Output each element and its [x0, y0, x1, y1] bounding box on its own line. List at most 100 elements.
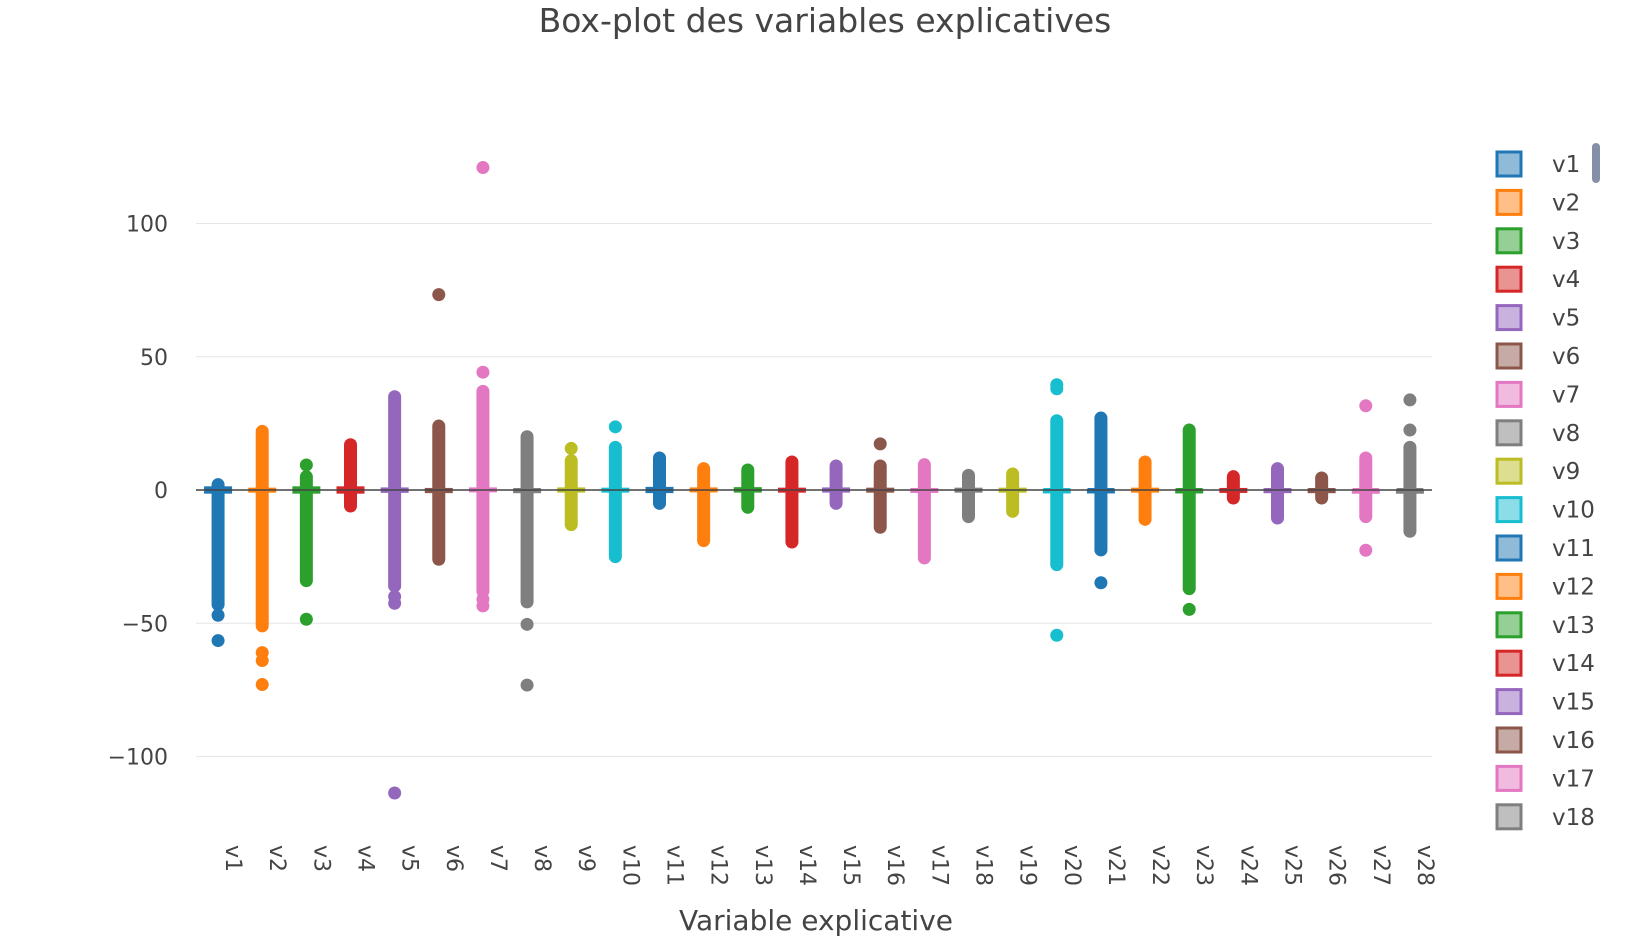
box-trace-v9[interactable]	[557, 441, 586, 532]
outlier-point[interactable]	[1050, 378, 1064, 392]
x-tick-label: v2	[264, 845, 289, 872]
box-trace-v10[interactable]	[601, 420, 630, 564]
legend-label: v10	[1552, 498, 1595, 524]
x-tick-label: v17	[926, 845, 951, 886]
box-trace-v28[interactable]	[1395, 393, 1424, 538]
outlier-point[interactable]	[388, 786, 402, 800]
box-trace-v13[interactable]	[733, 463, 762, 514]
outlier-point[interactable]	[476, 161, 490, 175]
box-trace-v20[interactable]	[1042, 378, 1071, 642]
legend-swatch	[1495, 496, 1523, 524]
outlier-point[interactable]	[1403, 393, 1417, 407]
box-trace-v21[interactable]	[1086, 411, 1115, 590]
box-trace-v24[interactable]	[1219, 470, 1248, 505]
legend-item-v9[interactable]: v9	[1495, 457, 1580, 485]
box-trace-v2[interactable]	[248, 424, 277, 692]
outlier-point[interactable]	[873, 437, 887, 451]
box-trace-v12[interactable]	[689, 462, 718, 548]
outlier-point[interactable]	[299, 458, 313, 472]
outlier-point[interactable]	[608, 420, 622, 434]
outlier-point[interactable]	[1359, 399, 1373, 413]
box-trace-v27[interactable]	[1351, 399, 1380, 557]
legend-swatch	[1495, 150, 1523, 178]
legend-item-v5[interactable]: v5	[1495, 304, 1580, 332]
legend-item-v11[interactable]: v11	[1495, 534, 1595, 562]
outlier-point[interactable]	[432, 288, 446, 302]
x-tick-label: v19	[1015, 845, 1040, 886]
outlier-point[interactable]	[476, 365, 490, 379]
box-trace-v26[interactable]	[1307, 471, 1336, 505]
box-trace-v23[interactable]	[1175, 423, 1204, 616]
outlier-point[interactable]	[211, 608, 225, 622]
x-tick-label: v4	[353, 845, 378, 872]
legend-item-v3[interactable]: v3	[1495, 227, 1580, 255]
legend-item-v1[interactable]: v1	[1495, 150, 1580, 178]
outlier-point[interactable]	[476, 599, 490, 613]
x-tick-label: v7	[485, 845, 510, 872]
x-tick-label: v27	[1368, 845, 1393, 886]
x-tick-label: v5	[397, 845, 422, 872]
box-trace-v16[interactable]	[866, 437, 895, 534]
x-tick-label: v1	[220, 845, 245, 872]
legend-label: v3	[1552, 229, 1580, 255]
legend-label: v6	[1552, 344, 1580, 370]
legend-scrollbar[interactable]	[1592, 143, 1600, 183]
outlier-point[interactable]	[1094, 576, 1108, 590]
box-trace-v4[interactable]	[336, 438, 365, 513]
legend-item-v4[interactable]: v4	[1495, 265, 1580, 293]
legend-label: v4	[1552, 267, 1580, 293]
outlier-point[interactable]	[255, 678, 269, 692]
legend-item-v16[interactable]: v16	[1495, 726, 1595, 754]
box-trace-v3[interactable]	[292, 458, 321, 626]
outlier-point[interactable]	[520, 678, 534, 692]
box-trace-v1[interactable]	[204, 478, 233, 648]
x-tick-label: v9	[573, 845, 598, 872]
legend-item-v15[interactable]: v15	[1495, 688, 1595, 716]
x-tick-label: v16	[882, 845, 907, 886]
box-trace-v8[interactable]	[513, 430, 542, 692]
legend-item-v6[interactable]: v6	[1495, 342, 1580, 370]
box-trace-v7[interactable]	[468, 161, 497, 613]
legend-label: v15	[1552, 690, 1595, 716]
box-trace-v6[interactable]	[424, 288, 453, 566]
x-tick-label: v11	[662, 845, 687, 886]
legend-label: v2	[1552, 190, 1580, 216]
box-trace-v18[interactable]	[954, 468, 983, 524]
box-trace-v17[interactable]	[910, 458, 939, 565]
outlier-point[interactable]	[388, 596, 402, 610]
outlier-point[interactable]	[1359, 543, 1373, 557]
legend-swatch	[1495, 227, 1523, 255]
legend-item-v12[interactable]: v12	[1495, 572, 1595, 600]
legend-swatch	[1495, 572, 1523, 600]
legend-swatch	[1495, 534, 1523, 562]
legend-item-v17[interactable]: v17	[1495, 764, 1595, 792]
legend-label: v18	[1552, 805, 1595, 831]
box-trace-v11[interactable]	[645, 451, 674, 510]
outlier-point[interactable]	[564, 441, 578, 455]
legend-swatch	[1495, 304, 1523, 332]
outlier-point[interactable]	[211, 634, 225, 648]
box-trace-v19[interactable]	[998, 467, 1027, 518]
legend-swatch	[1495, 265, 1523, 293]
box-trace-v15[interactable]	[822, 459, 851, 510]
outlier-point[interactable]	[1050, 628, 1064, 642]
outlier-point[interactable]	[299, 612, 313, 626]
legend-item-v18[interactable]: v18	[1495, 803, 1595, 831]
legend[interactable]: v1 v2 v3 v4 v5 v6 v7 v8 v9 v10 v11 v12 v13 v14 v15 v16 v…	[1495, 150, 1595, 831]
box-trace-v14[interactable]	[777, 455, 806, 549]
outlier-point[interactable]	[1182, 602, 1196, 616]
legend-item-v10[interactable]: v10	[1495, 496, 1595, 524]
outlier-point[interactable]	[255, 654, 269, 668]
legend-item-v8[interactable]: v8	[1495, 419, 1580, 447]
legend-item-v13[interactable]: v13	[1495, 611, 1595, 639]
legend-item-v2[interactable]: v2	[1495, 188, 1580, 216]
x-tick-label: v20	[1059, 845, 1084, 886]
outlier-point[interactable]	[520, 617, 534, 631]
box-trace-v5[interactable]	[380, 390, 409, 800]
legend-label: v11	[1552, 536, 1595, 562]
legend-item-v14[interactable]: v14	[1495, 649, 1595, 677]
outlier-point[interactable]	[1403, 423, 1417, 437]
legend-item-v7[interactable]: v7	[1495, 380, 1580, 408]
box-trace-v25[interactable]	[1263, 462, 1292, 525]
